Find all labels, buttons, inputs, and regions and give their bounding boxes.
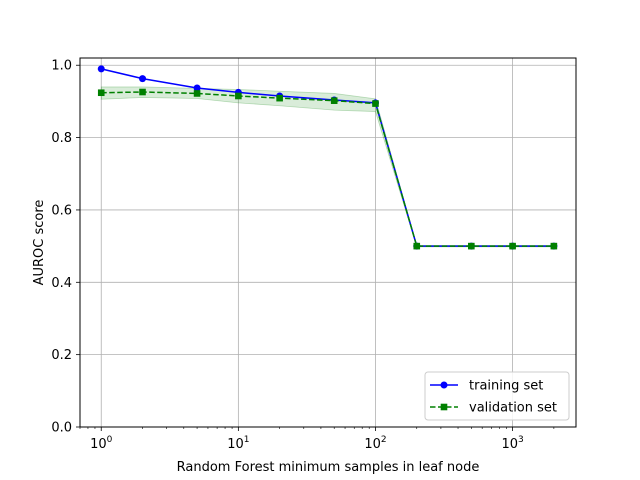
legend-entry: validation set <box>430 401 557 416</box>
data-point <box>468 242 475 250</box>
x-tick-exponent: 0 <box>107 435 113 445</box>
data-point <box>276 94 283 102</box>
series-validation <box>97 88 558 250</box>
x-axis-label: Random Forest minimum samples in leaf no… <box>177 460 480 475</box>
legend-box <box>424 371 570 421</box>
x-tick-label: 102 <box>364 435 386 452</box>
data-point <box>235 92 242 100</box>
legend-marker <box>440 381 448 389</box>
legend: training set validation set <box>424 371 570 421</box>
data-point <box>139 75 147 83</box>
legend-marker <box>440 403 448 411</box>
y-tick-label: 1.0 <box>51 59 72 74</box>
y-tick-label: 0.4 <box>51 276 72 291</box>
x-tick-label: 101 <box>227 435 249 452</box>
x-tick-base: 10 <box>90 437 107 452</box>
data-point <box>139 88 146 96</box>
x-tick-label: 100 <box>90 435 113 452</box>
y-tick-label: 0.2 <box>51 348 72 363</box>
plot-frame <box>79 57 577 428</box>
y-tick-label: 0.8 <box>51 131 72 146</box>
x-tick-base: 10 <box>227 437 244 452</box>
data-point <box>509 242 516 250</box>
data-point <box>193 84 201 92</box>
series-layer <box>97 65 558 250</box>
data-point <box>97 65 105 73</box>
x-tick-exponent: 3 <box>518 435 524 445</box>
y-tick-label: 0.6 <box>51 203 72 218</box>
legend-label: training set <box>469 379 543 394</box>
x-tick-exponent: 1 <box>244 435 250 445</box>
data-point <box>330 97 338 104</box>
data-point <box>372 100 379 107</box>
data-point <box>193 90 201 97</box>
grid <box>80 58 576 428</box>
legend-label: validation set <box>469 401 557 416</box>
data-point <box>413 242 421 250</box>
x-tick-base: 10 <box>501 437 518 452</box>
data-point <box>97 89 105 97</box>
x-tick-base: 10 <box>364 437 381 452</box>
y-tick-label: 0.0 <box>51 421 72 436</box>
x-tick-label: 103 <box>501 435 523 452</box>
y-axis-label: AUROC score <box>32 200 47 286</box>
legend-entry: training set <box>430 379 543 394</box>
data-point <box>550 242 558 250</box>
x-tick-exponent: 2 <box>381 435 387 445</box>
